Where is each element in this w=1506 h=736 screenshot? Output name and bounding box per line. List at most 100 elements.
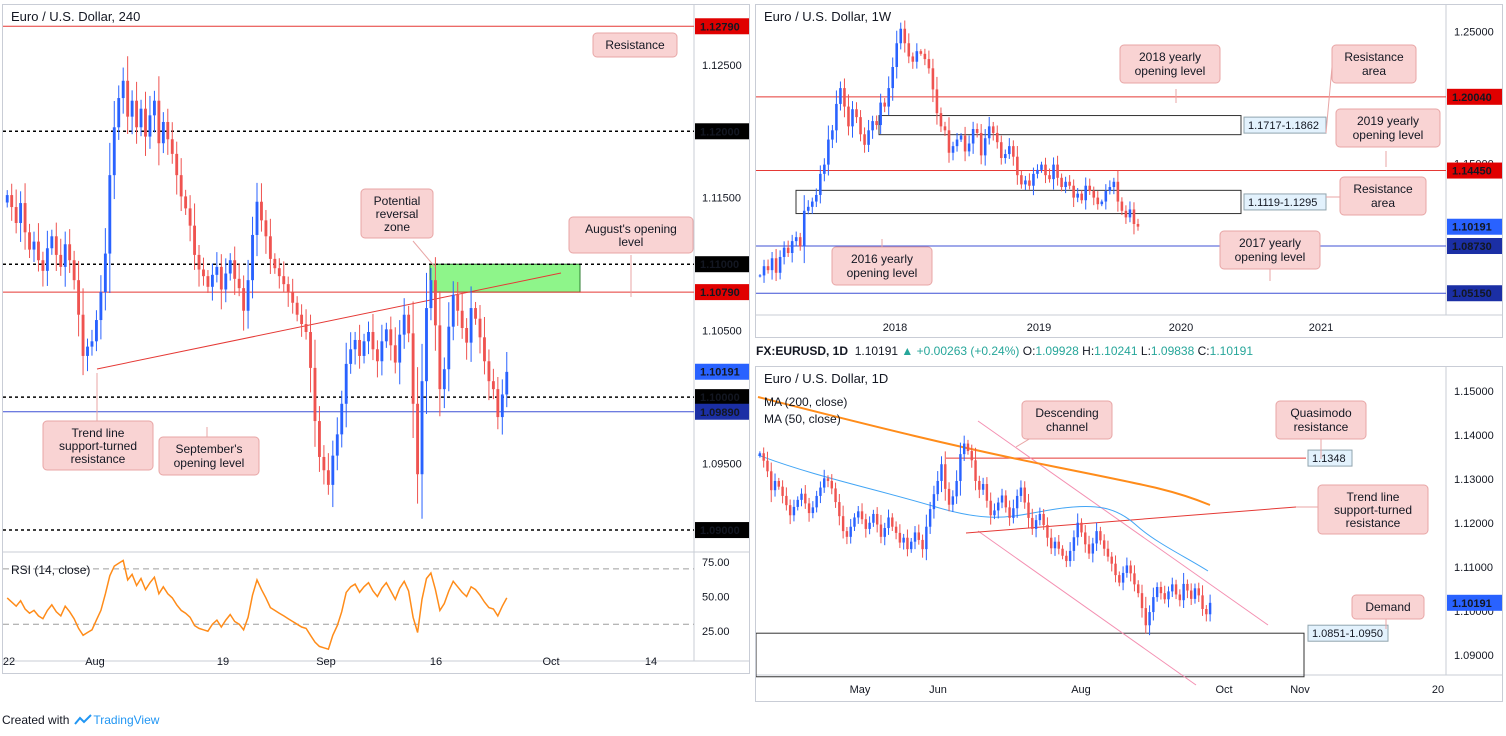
candle-body (907, 43, 911, 57)
candle-body (831, 130, 834, 140)
candle-body (1060, 177, 1063, 188)
trend-line (965, 506, 1297, 534)
callout-text: channel (1046, 420, 1088, 434)
candle-body (393, 345, 397, 363)
candle-body (179, 175, 183, 197)
resistance-area-box (795, 189, 1242, 215)
symbol-legend-bar: FX:EURUSD, 1D 1.10191 ▲ +0.00263 (+0.24%… (756, 344, 1253, 358)
candle-body (966, 443, 970, 452)
candle-body (59, 254, 63, 267)
price-label: 1.05150 (1452, 288, 1492, 300)
price-tick-label: 1.11500 (702, 193, 741, 205)
candle-body (815, 495, 818, 508)
candle-body (891, 517, 894, 527)
price-label-bg (1447, 238, 1502, 255)
candle-body (939, 113, 943, 127)
callout-text: resistance (1346, 516, 1401, 530)
candle-body (1182, 583, 1185, 601)
candle-body (1076, 522, 1079, 538)
low-value: 1.09838 (1150, 344, 1195, 358)
low-label: L: (1140, 344, 1151, 358)
candle-body (794, 237, 798, 242)
candle-body (389, 329, 393, 346)
candle-body (1096, 197, 1100, 205)
candle-body (1128, 209, 1132, 218)
candle-body (349, 349, 353, 364)
candle-body (304, 324, 308, 332)
candle-body (815, 194, 818, 202)
candle-body (1049, 537, 1053, 549)
time-tick-label: 2021 (1309, 322, 1333, 334)
candle-body (1178, 594, 1182, 601)
candle-body (959, 135, 963, 140)
callout-box (360, 188, 434, 239)
candle-body (774, 258, 778, 273)
tradingview-logo[interactable]: TradingView (73, 713, 159, 727)
candle-body (112, 127, 116, 176)
candle-body (331, 455, 335, 485)
callout-text: area (1371, 196, 1395, 210)
callout-text: Descending (1035, 406, 1098, 420)
close-label: C: (1197, 344, 1210, 358)
candle-body (1133, 573, 1136, 585)
candle-body (834, 488, 837, 503)
candle-body (777, 480, 781, 487)
candle-body (202, 269, 205, 277)
callout-text: Potential (374, 194, 421, 208)
candle-body (1189, 590, 1193, 599)
chart-1w-svg: 1.250001.200001.150001.100001.050001.171… (756, 5, 1502, 334)
candle-body (935, 89, 939, 114)
chart-panel-4h[interactable]: Euro / U.S. Dollar, 240 RSI (14, close) … (2, 4, 750, 674)
candle-body (762, 453, 765, 461)
created-with-text: Created with (2, 713, 70, 727)
candle-body (1129, 565, 1132, 574)
candle-body (416, 403, 419, 475)
candle-body (1088, 185, 1092, 191)
candle-body (264, 220, 268, 237)
time-tick-label: 16 (430, 656, 442, 668)
candle-body (1044, 164, 1047, 176)
price-label-bg (1447, 285, 1502, 302)
candle-body (447, 326, 451, 370)
candle-body (778, 256, 782, 273)
callout-text: opening level (1135, 64, 1206, 78)
candle-body (1068, 181, 1071, 186)
candle-body (1057, 541, 1060, 549)
candle-body (788, 505, 792, 516)
candle-body (931, 68, 935, 90)
candle-body (830, 480, 833, 489)
candle-body (879, 524, 883, 537)
candle-body (1106, 548, 1110, 557)
candle-body (166, 121, 170, 140)
candle-body (103, 253, 107, 293)
price-tick-label: 1.15000 (1454, 386, 1494, 398)
callout-text: opening level (847, 266, 918, 280)
chart-panel-1d[interactable]: Euro / U.S. Dollar, 1D MA (200, close) M… (755, 366, 1503, 702)
candle-body (184, 196, 188, 209)
candle-body (28, 232, 31, 250)
candle-body (1004, 495, 1008, 508)
candle-body (344, 363, 348, 404)
candle-body (1076, 193, 1079, 198)
candle-body (879, 102, 882, 126)
candle-body (1056, 164, 1059, 178)
candle-body (911, 56, 915, 62)
price-label: 1.09000 (700, 525, 740, 537)
candle-body (469, 308, 473, 343)
candle-body (923, 53, 927, 60)
candle-body (273, 258, 277, 269)
candle-body (991, 126, 995, 133)
trend-line (96, 272, 562, 370)
time-tick-label: May (850, 684, 871, 696)
chart-panel-1w[interactable]: Euro / U.S. Dollar, 1W 1.250001.200001.1… (755, 4, 1503, 338)
candle-body (835, 103, 838, 131)
candle-body (491, 381, 495, 390)
candle-body (81, 314, 85, 356)
symbol-name: FX:EURUSD, 1D (756, 344, 849, 358)
candle-body (913, 532, 917, 542)
callout-text: 2016 yearly (851, 252, 913, 266)
candle-body (291, 292, 295, 303)
callout-text: Resistance (1344, 50, 1404, 64)
candle-body (375, 349, 379, 362)
candle-body (855, 109, 858, 118)
